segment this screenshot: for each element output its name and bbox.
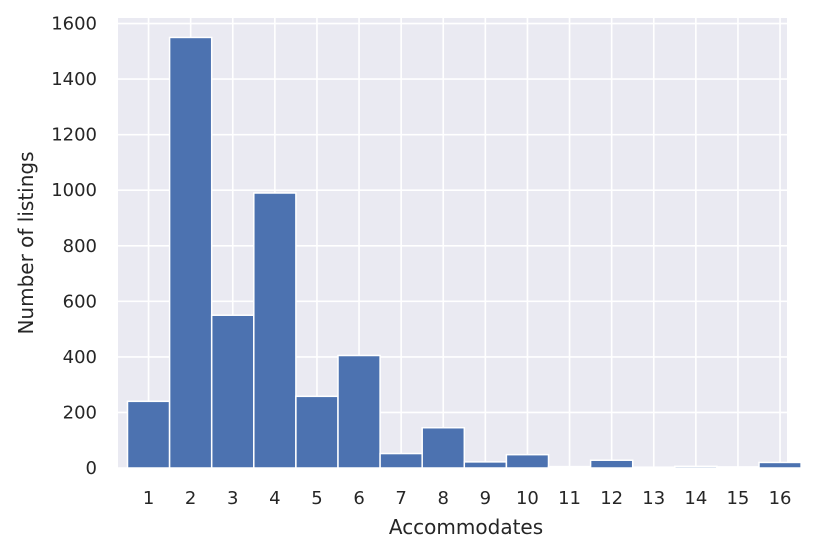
y-tick-label: 0: [86, 458, 97, 479]
y-tick-label: 200: [63, 402, 97, 423]
x-tick-label: 16: [769, 488, 792, 509]
x-tick-label: 12: [600, 488, 623, 509]
x-tick-label: 1: [143, 488, 154, 509]
y-tick-label: 400: [63, 347, 97, 368]
bar-9: [463, 461, 508, 469]
y-tick-label: 1600: [51, 14, 97, 35]
bar-4: [253, 192, 297, 469]
bar-13: [631, 466, 676, 469]
y-tick-label: 1400: [51, 69, 97, 90]
y-tick-label: 800: [63, 236, 97, 257]
x-tick-label: 2: [185, 488, 196, 509]
bar-3: [210, 314, 255, 469]
x-tick-label: 14: [684, 488, 707, 509]
bar-11: [547, 465, 592, 469]
x-tick-label: 4: [269, 488, 280, 509]
y-tick-label: 600: [63, 291, 97, 312]
x-tick-label: 13: [642, 488, 665, 509]
bar-10: [505, 453, 550, 469]
x-tick-label: 8: [438, 488, 449, 509]
bar-1: [126, 400, 171, 469]
bars: [126, 36, 802, 469]
x-tick-label: 15: [726, 488, 749, 509]
y-axis-label: Number of listings: [14, 151, 38, 334]
bar-2: [168, 36, 213, 469]
bar-8: [421, 426, 466, 469]
bar-16: [758, 461, 802, 469]
bar-14: [674, 465, 718, 469]
x-tick-label: 11: [558, 488, 581, 509]
x-tick-label: 7: [395, 488, 406, 509]
bar-7: [379, 452, 423, 469]
x-tick-label: 3: [227, 488, 238, 509]
x-axis-label: Accommodates: [389, 515, 543, 539]
x-tick-label: 9: [480, 488, 491, 509]
y-tick-label: 1200: [51, 125, 97, 146]
bar-5: [295, 395, 339, 469]
bar-15: [716, 466, 760, 469]
x-tick-label: 6: [353, 488, 364, 509]
bar-12: [589, 459, 634, 469]
x-tick-labels: 1 2 3 4 5 6 7 8 9 10 11 12 13 14 15 16: [143, 488, 792, 509]
bar-6: [337, 354, 381, 469]
x-tick-label: 5: [311, 488, 322, 509]
y-tick-labels: 0 200 400 600 800 1000 1200 1400 1600: [51, 14, 97, 479]
y-tick-label: 1000: [51, 180, 97, 201]
x-tick-label: 10: [516, 488, 539, 509]
